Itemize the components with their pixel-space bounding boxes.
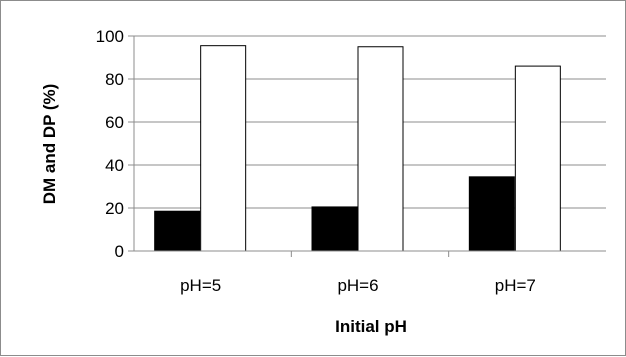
y-tick-label: 80: [105, 70, 124, 89]
y-tick-label: 40: [105, 156, 124, 175]
x-tick-labels: pH=5 pH=6 pH=7: [180, 276, 536, 295]
x-tick-label: pH=6: [337, 276, 378, 295]
y-axis-title: DM and DP (%): [40, 84, 59, 205]
bar-pH=7-series-2: [514, 65, 561, 252]
bar-pH=6-series-1: [311, 206, 358, 252]
bar-pH=5-series-2: [200, 45, 247, 252]
bar-pH=6-series-2: [357, 46, 404, 252]
y-tick-label: 60: [105, 113, 124, 132]
y-tick-label: 0: [115, 242, 124, 261]
y-tick-label: 100: [96, 27, 124, 46]
x-tick-label: pH=5: [180, 276, 221, 295]
x-axis-title: Initial pH: [335, 317, 407, 336]
bar-pH=7-series-1: [468, 176, 515, 252]
axes: [128, 35, 606, 257]
y-tick-label: 20: [105, 199, 124, 218]
y-tick-labels: 0 20 40 60 80 100: [96, 27, 124, 261]
bars: [154, 45, 561, 252]
x-tick-label: pH=7: [495, 276, 536, 295]
bar-pH=5-series-1: [154, 210, 201, 252]
